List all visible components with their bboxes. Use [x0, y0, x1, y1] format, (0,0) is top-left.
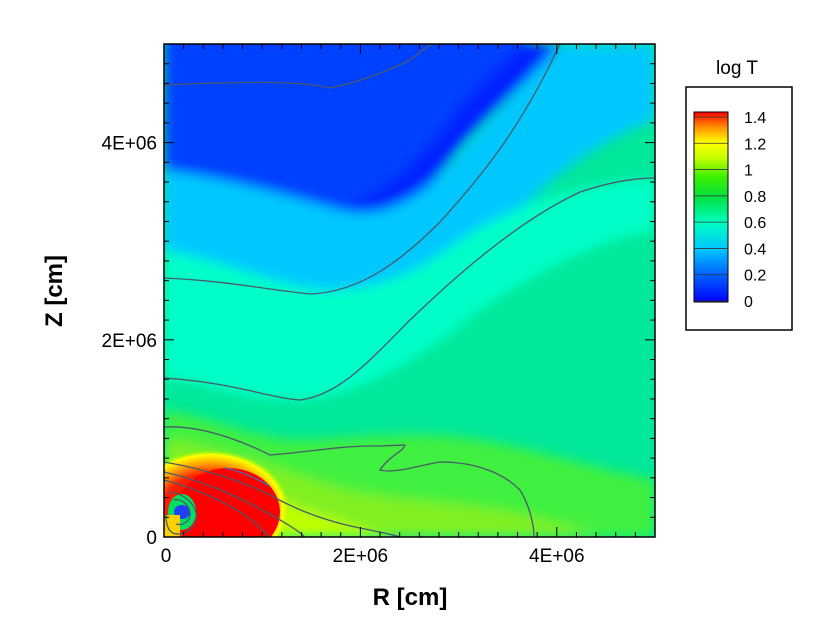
colorbar-swatch — [693, 111, 729, 303]
colorbar-level-label: 0.8 — [744, 189, 766, 206]
colorbar-level-label: 1.4 — [744, 110, 766, 127]
y-tick-labels: 0 2E+06 4E+06 — [102, 134, 157, 549]
y-tick-label: 0 — [146, 528, 157, 549]
contour-lines — [164, 44, 655, 537]
y-axis-title: Z [cm] — [41, 255, 68, 327]
colorbar-legend: log T 1.4 1.2 1 0.8 0.6 0.4 0.2 0 — [685, 58, 793, 331]
colorbar-title: log T — [716, 58, 758, 79]
colorbar-level-label: 0.4 — [744, 241, 766, 258]
colorbar-level-label: 0.2 — [744, 268, 766, 285]
plot-frame — [163, 43, 656, 538]
colorbar-level-label: 0.6 — [744, 215, 766, 232]
tick-marks — [163, 43, 656, 538]
y-tick-label: 2E+06 — [102, 331, 157, 352]
x-tick-label: 4E+06 — [529, 546, 584, 567]
y-tick-label: 4E+06 — [102, 134, 157, 155]
x-axis-title: R [cm] — [373, 584, 448, 611]
colorbar-level-label: 0 — [744, 294, 753, 311]
x-tick-label: 2E+06 — [333, 546, 388, 567]
colorbar-level-label: 1 — [744, 163, 753, 180]
x-tick-labels: 0 2E+06 4E+06 — [161, 546, 585, 567]
x-tick-label: 0 — [161, 546, 172, 567]
heatmap-field — [164, 44, 655, 537]
colorbar-level-label: 1.2 — [744, 136, 766, 153]
